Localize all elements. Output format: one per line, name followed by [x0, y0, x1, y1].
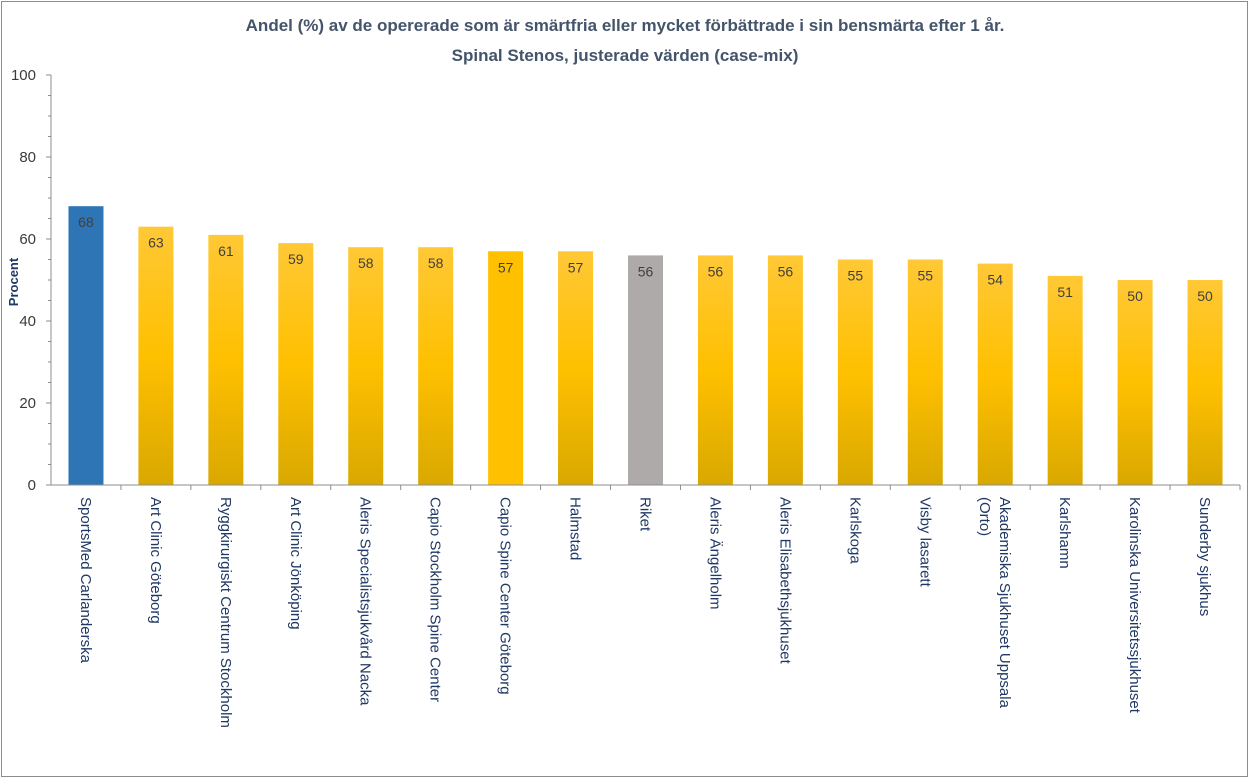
y-axis-label: Procent: [6, 257, 21, 306]
y-tick-label: 60: [19, 231, 36, 248]
x-category-label: Karlshamn: [1056, 497, 1073, 569]
x-category-label: Riket: [637, 497, 654, 532]
bar: [208, 234, 244, 485]
x-category-label: Aleris Ängelholm: [706, 497, 723, 610]
x-category-label: Halmstad: [567, 497, 584, 560]
x-category-label: Visby lasarett: [916, 497, 933, 588]
bar: [488, 251, 524, 485]
bar-value-label: 58: [358, 255, 374, 271]
bar-value-label: 56: [778, 263, 794, 279]
x-category-label: SportsMed Carlanderska: [77, 497, 94, 664]
y-axis: 0 20 40 60 80 100: [11, 67, 52, 494]
bar: [1187, 280, 1223, 485]
bar-value-label: 56: [708, 263, 724, 279]
x-category-label: Ryggkirurgiskt Centrum Stockholm: [217, 497, 234, 728]
bar-value-label: 54: [987, 272, 1003, 288]
x-category-label: Art Clinic Göteborg: [147, 497, 164, 624]
bar: [278, 243, 314, 485]
bar-value-label: 57: [498, 259, 514, 275]
x-category-label: Capio Stockholm Spine Center: [427, 497, 444, 702]
chart-title-line2: Spinal Stenos, justerade värden (case-mi…: [452, 46, 799, 65]
bar: [68, 206, 104, 485]
y-tick-label: 80: [19, 149, 36, 166]
bar: [907, 259, 943, 485]
bars: 68 63 61 59 58 58 57 57 56 56 56 55 55 54 51 50 50: [68, 206, 1223, 485]
x-category-label: Aleris Specialistsjukvård Nacka: [357, 497, 374, 706]
chart-title-line1: Andel (%) av de opererade som är smärtfr…: [246, 16, 1005, 35]
bar-value-label: 55: [917, 268, 933, 284]
y-tick-label: 0: [28, 477, 36, 494]
bar: [348, 247, 384, 485]
x-category-label: Capio Spine Center Göteborg: [497, 497, 514, 695]
bar: [418, 247, 454, 485]
y-tick-label: 40: [19, 313, 36, 330]
x-category-label: Aleris Elisabethsjukhuset: [776, 497, 793, 665]
bar-value-label: 61: [218, 243, 234, 259]
bar-value-label: 57: [568, 259, 584, 275]
bar-value-label: 63: [148, 235, 164, 251]
x-category-label: Art Clinic Jönköping: [287, 497, 304, 630]
bar: [1047, 275, 1083, 485]
bar: [837, 259, 873, 485]
bar-value-label: 55: [848, 268, 864, 284]
x-category-label: Karolinska Universitetssjukhuset: [1126, 497, 1143, 714]
bar: [138, 226, 174, 485]
bar-value-label: 68: [78, 214, 94, 230]
bar-value-label: 51: [1057, 284, 1073, 300]
x-category-label: Sunderby sjukhus: [1196, 497, 1213, 616]
bar: [977, 263, 1013, 485]
bar: [558, 251, 594, 485]
bar-value-label: 59: [288, 251, 304, 267]
x-axis: SportsMed Carlanderska Art Clinic Götebor…: [51, 484, 1241, 728]
y-tick-label: 20: [19, 395, 36, 412]
bar: [767, 255, 803, 485]
bar: [628, 255, 663, 485]
bar-value-label: 50: [1127, 288, 1143, 304]
bar-value-label: 50: [1197, 288, 1213, 304]
bar: [1117, 280, 1153, 485]
x-category-label: Akademiska Sjukhuset Uppsala(Orto): [976, 497, 1013, 709]
bar-value-label: 58: [428, 255, 444, 271]
x-category-label: Karlskoga: [846, 497, 863, 564]
y-tick-label: 100: [11, 67, 36, 84]
bar: [697, 255, 733, 485]
bar-value-label: 56: [638, 263, 654, 279]
